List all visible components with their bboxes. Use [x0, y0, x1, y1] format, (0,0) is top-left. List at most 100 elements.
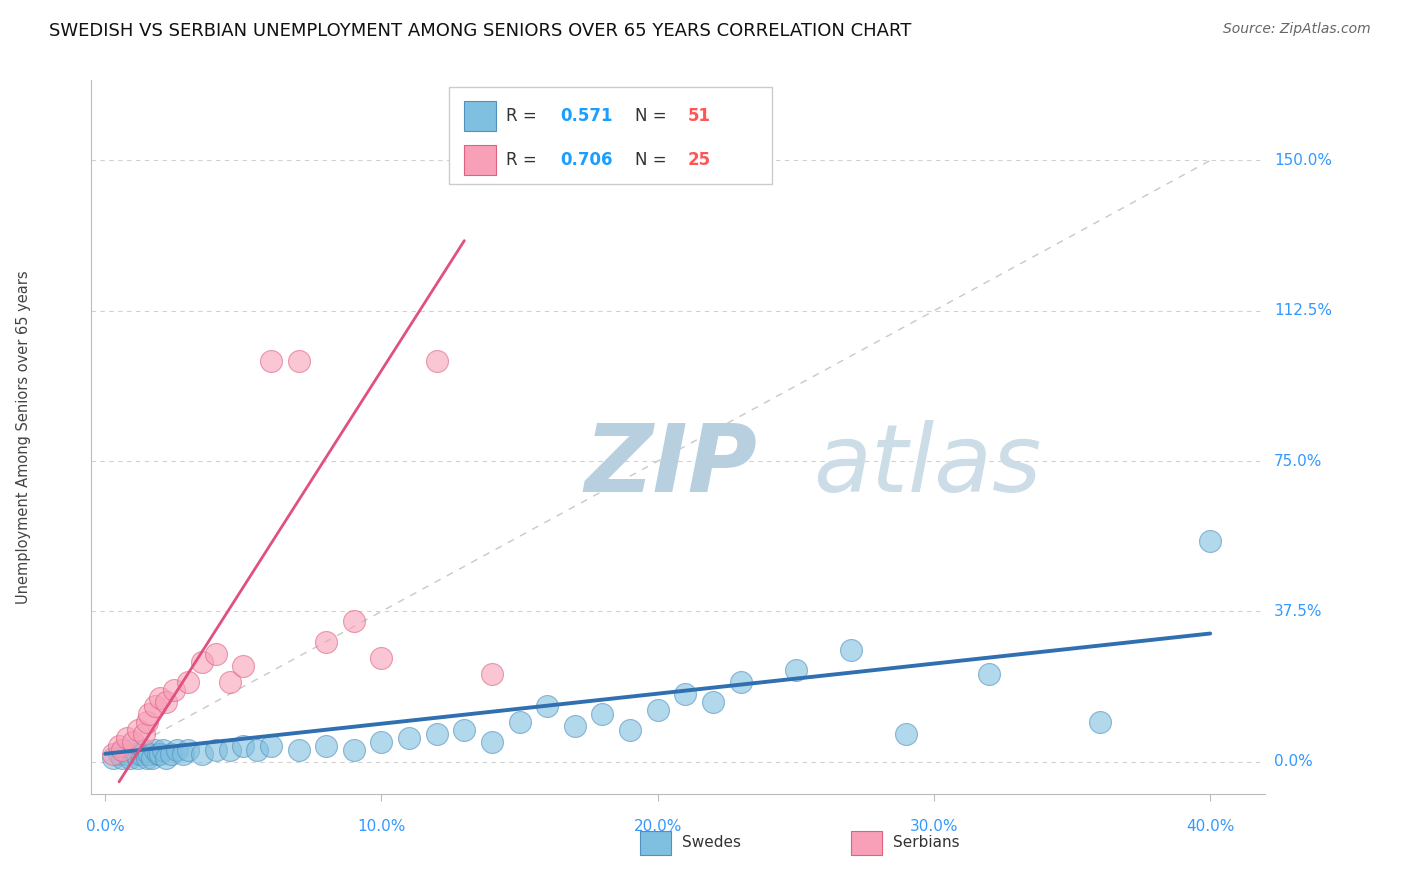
Point	[1088, 714, 1111, 729]
Text: 75.0%: 75.0%	[1274, 454, 1322, 468]
Point	[155, 695, 177, 709]
Point	[135, 751, 157, 765]
Text: 0.0%: 0.0%	[1274, 755, 1313, 769]
Point	[481, 735, 503, 749]
Point	[143, 743, 166, 757]
Text: atlas: atlas	[814, 420, 1042, 511]
Point	[218, 743, 240, 757]
Text: N =: N =	[636, 107, 672, 125]
Point	[564, 719, 586, 733]
Point	[730, 674, 752, 689]
Point	[839, 642, 862, 657]
Point	[204, 647, 226, 661]
Point	[177, 743, 200, 757]
Point	[619, 723, 641, 737]
Text: R =: R =	[506, 107, 541, 125]
Point	[647, 703, 669, 717]
Point	[315, 634, 337, 648]
Point	[111, 743, 134, 757]
Point	[453, 723, 475, 737]
Point	[896, 727, 918, 741]
Point	[232, 658, 254, 673]
Point	[287, 354, 309, 368]
Point	[1199, 534, 1222, 549]
Point	[135, 714, 157, 729]
Text: Unemployment Among Seniors over 65 years: Unemployment Among Seniors over 65 years	[17, 270, 31, 604]
Point	[191, 655, 214, 669]
Text: 0.571: 0.571	[560, 107, 613, 125]
Point	[108, 739, 131, 753]
Point	[398, 731, 420, 745]
Point	[979, 666, 1001, 681]
Bar	[464, 102, 496, 131]
Point	[191, 747, 214, 761]
Point	[103, 747, 125, 761]
Point	[127, 751, 149, 765]
Point	[103, 751, 125, 765]
Point	[143, 698, 166, 713]
Point	[149, 747, 172, 761]
Point	[232, 739, 254, 753]
Point	[218, 674, 240, 689]
Point	[132, 743, 155, 757]
Point	[160, 747, 183, 761]
Text: Serbians: Serbians	[893, 836, 959, 850]
Point	[155, 751, 177, 765]
Text: Source: ZipAtlas.com: Source: ZipAtlas.com	[1223, 22, 1371, 37]
Text: 30.0%: 30.0%	[910, 819, 957, 834]
Text: 40.0%: 40.0%	[1187, 819, 1234, 834]
Point	[124, 747, 146, 761]
Text: 10.0%: 10.0%	[357, 819, 405, 834]
Point	[509, 714, 531, 729]
Text: 150.0%: 150.0%	[1274, 153, 1331, 168]
Text: Swedes: Swedes	[682, 836, 741, 850]
Text: SWEDISH VS SERBIAN UNEMPLOYMENT AMONG SENIORS OVER 65 YEARS CORRELATION CHART: SWEDISH VS SERBIAN UNEMPLOYMENT AMONG SE…	[49, 22, 911, 40]
Point	[172, 747, 194, 761]
Point	[121, 735, 143, 749]
Point	[111, 751, 134, 765]
Point	[287, 743, 309, 757]
Point	[673, 687, 696, 701]
Point	[315, 739, 337, 753]
Point	[138, 706, 160, 721]
Point	[120, 751, 142, 765]
Point	[343, 743, 366, 757]
Point	[702, 695, 724, 709]
Point	[152, 743, 174, 757]
Point	[343, 615, 366, 629]
Point	[370, 650, 392, 665]
Point	[108, 747, 131, 761]
Point	[204, 743, 226, 757]
Text: 20.0%: 20.0%	[634, 819, 682, 834]
Point	[426, 354, 449, 368]
Point	[149, 690, 172, 705]
Point	[138, 747, 160, 761]
Bar	[640, 831, 671, 855]
Text: R =: R =	[506, 151, 541, 169]
Text: 25: 25	[688, 151, 711, 169]
Point	[117, 731, 139, 745]
Point	[260, 354, 283, 368]
Point	[591, 706, 613, 721]
Point	[163, 682, 186, 697]
Point	[129, 747, 152, 761]
Point	[536, 698, 558, 713]
Point	[370, 735, 392, 749]
FancyBboxPatch shape	[450, 87, 772, 184]
Point	[121, 743, 143, 757]
Text: ZIP: ZIP	[585, 419, 758, 512]
Text: 51: 51	[688, 107, 711, 125]
Point	[127, 723, 149, 737]
Point	[246, 743, 269, 757]
Text: N =: N =	[636, 151, 672, 169]
Point	[481, 666, 503, 681]
Point	[785, 663, 807, 677]
Point	[177, 674, 200, 689]
Point	[117, 747, 139, 761]
Point	[141, 751, 163, 765]
Point	[166, 743, 188, 757]
Bar	[851, 831, 882, 855]
Text: 112.5%: 112.5%	[1274, 303, 1331, 318]
Bar	[464, 145, 496, 175]
Point	[260, 739, 283, 753]
